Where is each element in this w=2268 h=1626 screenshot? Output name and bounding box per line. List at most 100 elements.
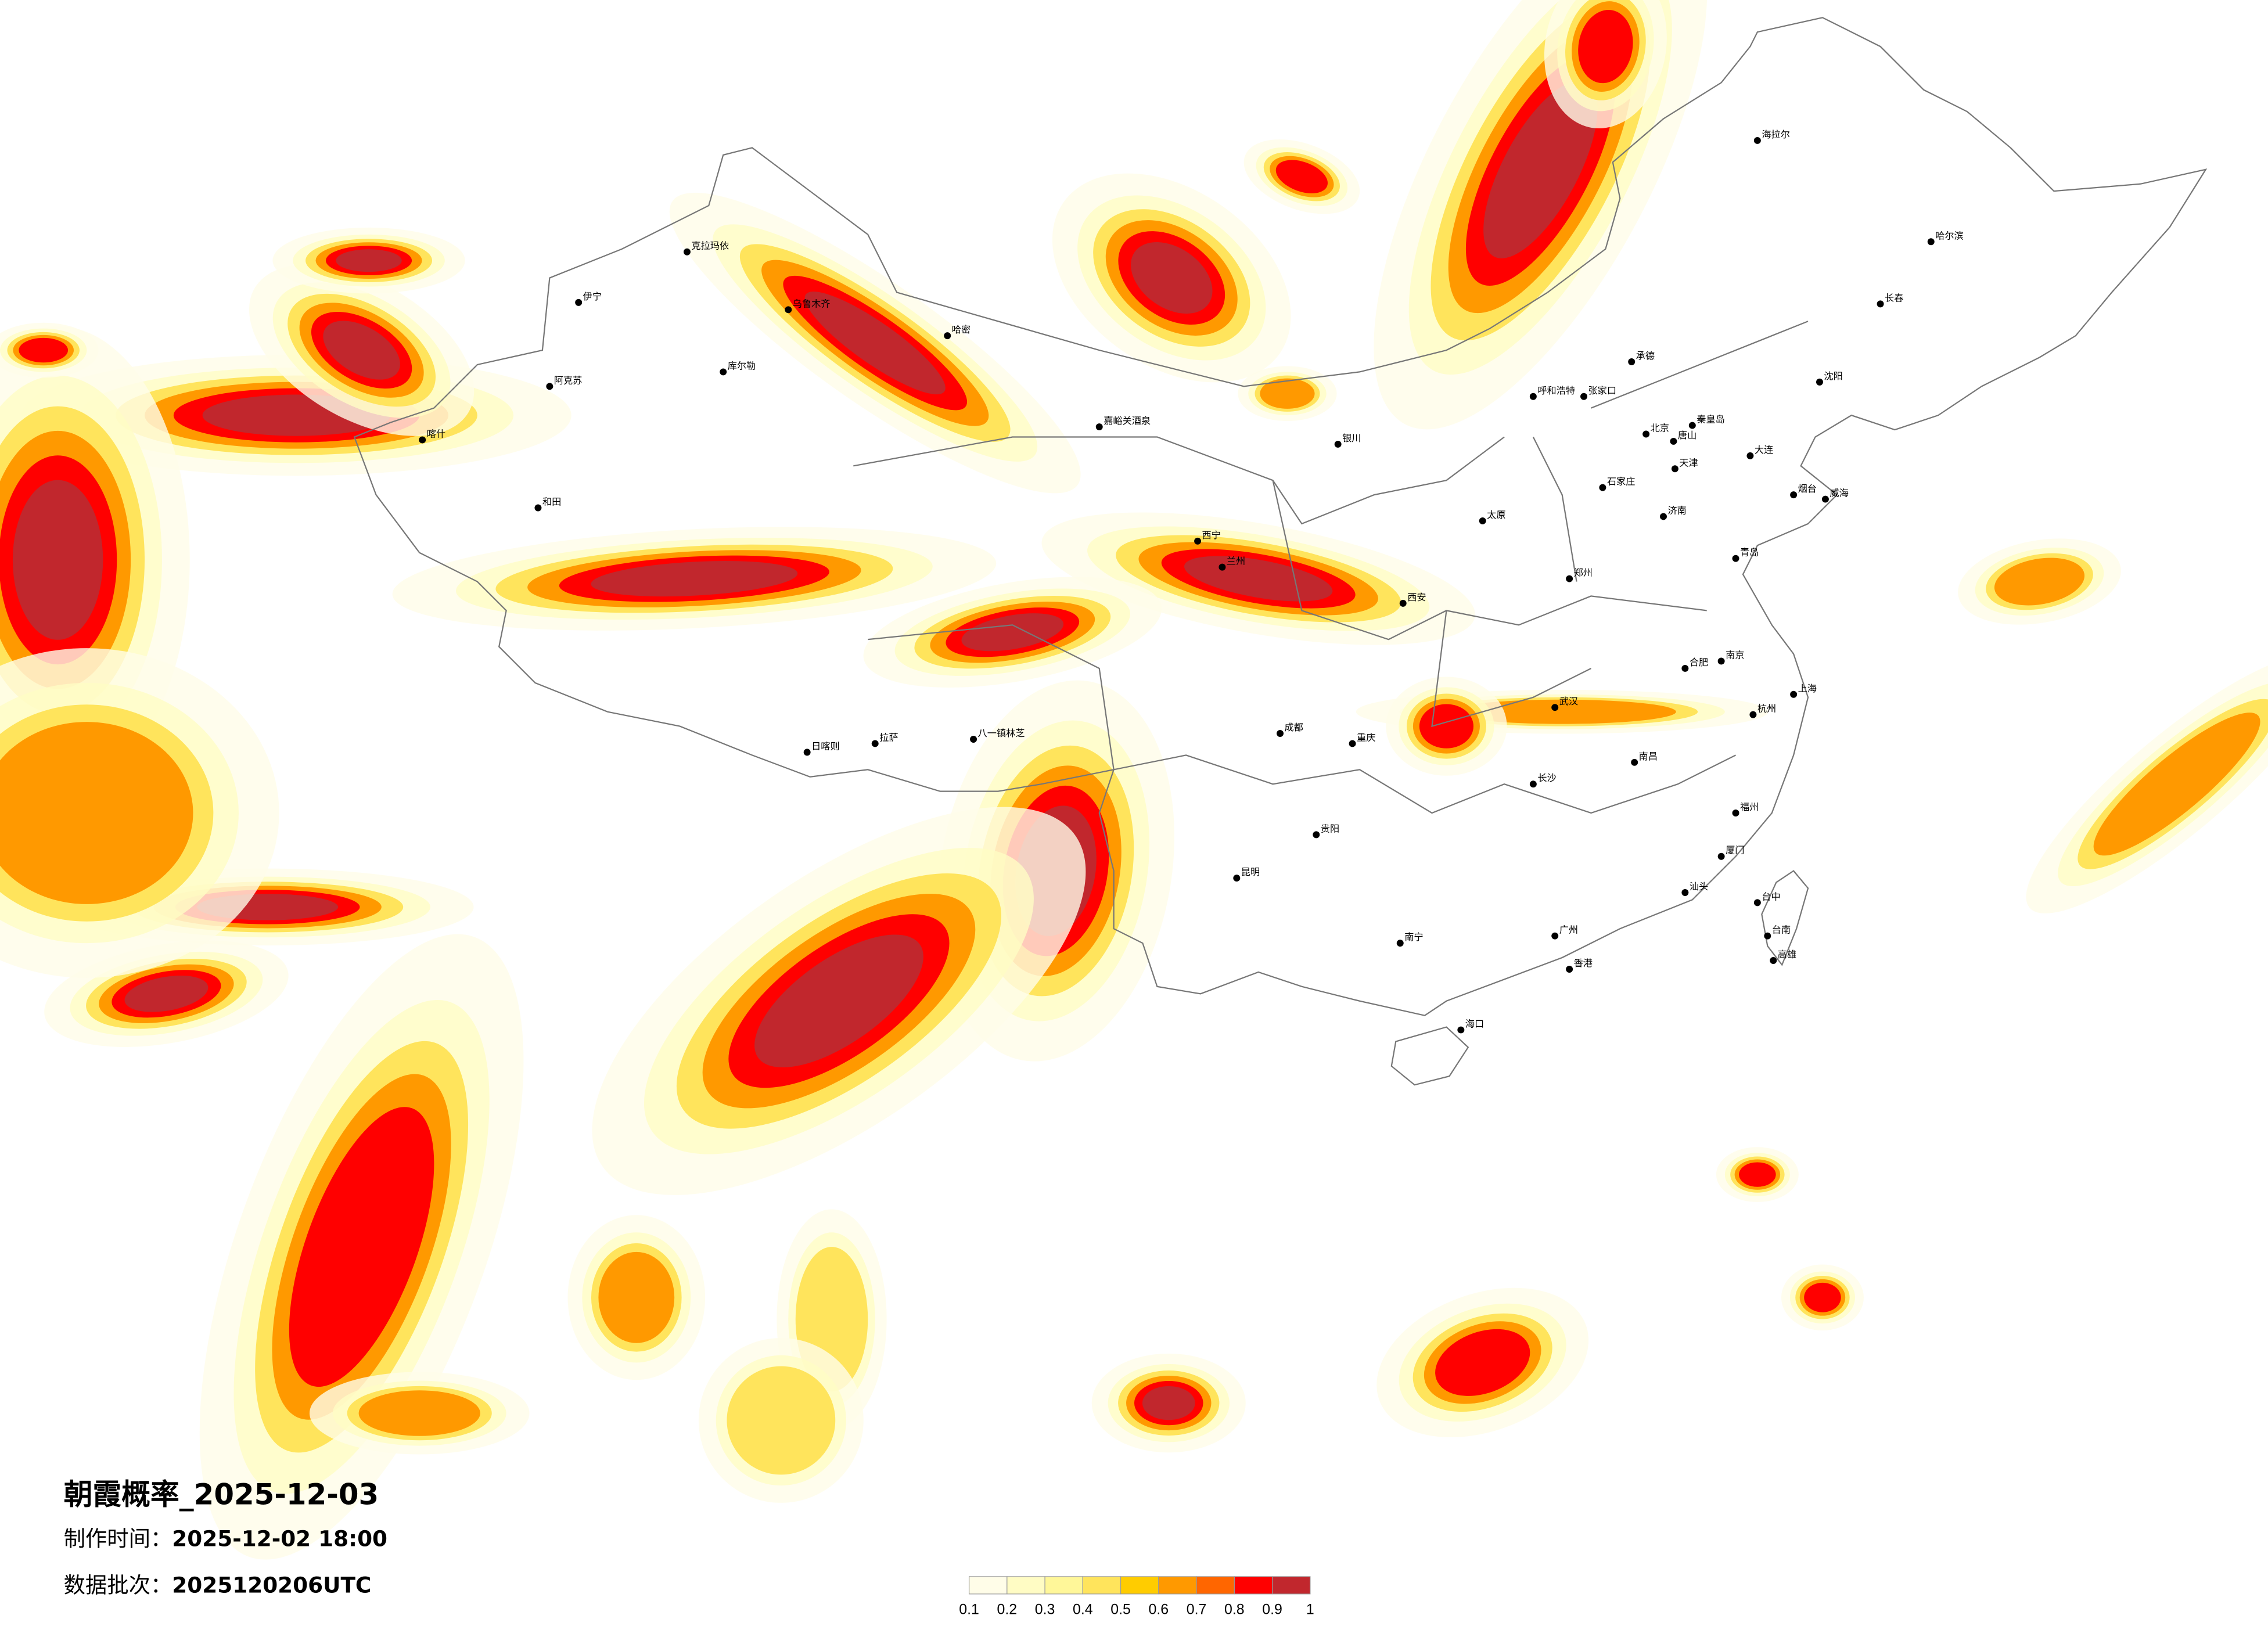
- probability-band: [961, 613, 1064, 652]
- city-marker: 和田: [534, 497, 561, 512]
- city-dot-icon: [1399, 599, 1407, 607]
- city-label: 济南: [1667, 505, 1686, 516]
- city-marker: 广州: [1551, 924, 1578, 940]
- city-marker: 台南: [1764, 924, 1791, 940]
- city-label: 喀什: [427, 428, 445, 439]
- city-label: 青岛: [1740, 547, 1759, 558]
- probability-band: [1131, 242, 1213, 314]
- legend-tick-label: 0.3: [1035, 1602, 1055, 1618]
- city-marker: 厦门: [1717, 845, 1744, 860]
- city-dot-icon: [1764, 932, 1771, 940]
- probability-cell-cluster: [669, 192, 1081, 494]
- probability-band: [1275, 160, 1328, 193]
- probability-band: [336, 249, 402, 272]
- probability-band: [804, 292, 946, 395]
- city-dot-icon: [1566, 965, 1573, 973]
- city-marker: 烟台: [1790, 483, 1817, 499]
- city-dot-icon: [1219, 563, 1226, 571]
- city-marker: 杭州: [1749, 703, 1776, 718]
- city-label: 拉萨: [879, 732, 898, 743]
- city-marker: 呼和浩特: [1529, 385, 1575, 400]
- legend-swatch: [1044, 1576, 1083, 1595]
- probability-band: [598, 1251, 675, 1343]
- probability-band: [0, 722, 193, 904]
- probability-cell-cluster: [1091, 1353, 1246, 1453]
- city-label: 八一镇林芝: [978, 728, 1025, 739]
- city-label: 武汉: [1559, 696, 1578, 707]
- city-label: 沈阳: [1824, 370, 1842, 382]
- probability-band: [19, 337, 69, 363]
- data-batch-label: 数据批次：: [64, 1572, 172, 1598]
- city-label: 台南: [1772, 924, 1791, 936]
- city-dot-icon: [683, 248, 691, 256]
- hainan-border: [1390, 1026, 1469, 1086]
- probability-cell-cluster: [1243, 139, 1360, 214]
- legend-swatch: [1271, 1576, 1311, 1595]
- probability-cell-cluster: [698, 1338, 864, 1503]
- city-dot-icon: [1753, 136, 1761, 144]
- probability-band: [591, 560, 798, 597]
- city-dot-icon: [1671, 465, 1678, 473]
- probability-band: [1578, 10, 1633, 84]
- city-label: 海口: [1465, 1019, 1484, 1030]
- city-dot-icon: [1927, 238, 1935, 246]
- probability-band: [358, 1390, 480, 1436]
- city-label: 昆明: [1241, 866, 1260, 877]
- city-dot-icon: [1877, 300, 1884, 308]
- legend-tick-label: 1: [1306, 1602, 1314, 1618]
- city-dot-icon: [1457, 1026, 1465, 1034]
- probability-cell-cluster: [392, 527, 997, 631]
- legend-swatch: [1234, 1576, 1273, 1595]
- probability-band: [2093, 713, 2260, 856]
- city-label: 天津: [1679, 457, 1698, 468]
- city-label: 贵阳: [1321, 823, 1339, 834]
- city-dot-icon: [1717, 852, 1725, 860]
- legend-swatch: [1082, 1576, 1122, 1595]
- legend-swatch: [968, 1576, 1008, 1595]
- city-dot-icon: [1529, 393, 1537, 400]
- city-label: 汕头: [1690, 881, 1708, 892]
- city-marker: 贵阳: [1313, 823, 1339, 839]
- city-marker: 秦皇岛: [1688, 414, 1725, 429]
- city-marker: 张家口: [1580, 385, 1616, 400]
- probability-cell-cluster: [567, 1215, 706, 1380]
- city-dot-icon: [1551, 932, 1559, 940]
- city-label: 太原: [1487, 509, 1505, 520]
- city-label: 海拉尔: [1762, 129, 1790, 140]
- production-time-label: 制作时间：: [64, 1526, 172, 1552]
- city-label: 南昌: [1639, 751, 1658, 762]
- city-dot-icon: [1313, 831, 1320, 839]
- probability-band: [1142, 1386, 1195, 1420]
- legend-tick-label: 0.8: [1224, 1602, 1245, 1618]
- city-dot-icon: [1642, 430, 1650, 438]
- city-marker: 阿克苏: [546, 375, 582, 390]
- city-marker: 西宁: [1194, 530, 1221, 545]
- city-label: 台中: [1762, 891, 1780, 902]
- city-marker: 银川: [1334, 433, 1361, 448]
- city-label: 克拉玛依: [691, 240, 729, 251]
- city-marker: 成都: [1277, 722, 1303, 738]
- city-label: 福州: [1740, 801, 1759, 812]
- city-marker: 台中: [1753, 891, 1781, 906]
- city-label: 长春: [1885, 292, 1903, 303]
- city-dot-icon: [1688, 422, 1696, 429]
- city-dot-icon: [1479, 517, 1486, 524]
- legend-swatch: [1120, 1576, 1159, 1595]
- borders: [353, 17, 2208, 1086]
- city-marker: 福州: [1732, 801, 1759, 816]
- city-dot-icon: [1681, 664, 1689, 672]
- city-marker: 上海: [1790, 683, 1817, 698]
- city-marker: 喀什: [419, 428, 445, 444]
- city-dot-icon: [970, 736, 977, 743]
- probability-band: [754, 934, 923, 1068]
- probability-band: [1260, 378, 1315, 409]
- legend-tick-label: 0.2: [997, 1602, 1018, 1618]
- city-marker: 承德: [1628, 350, 1655, 365]
- data-batch-value: 2025120206UTC: [172, 1572, 371, 1598]
- legend-swatch: [1158, 1576, 1197, 1595]
- city-dot-icon: [575, 298, 583, 306]
- city-label: 张家口: [1588, 385, 1616, 396]
- city-marker: 西安: [1399, 592, 1426, 607]
- city-marker: 青岛: [1732, 547, 1759, 562]
